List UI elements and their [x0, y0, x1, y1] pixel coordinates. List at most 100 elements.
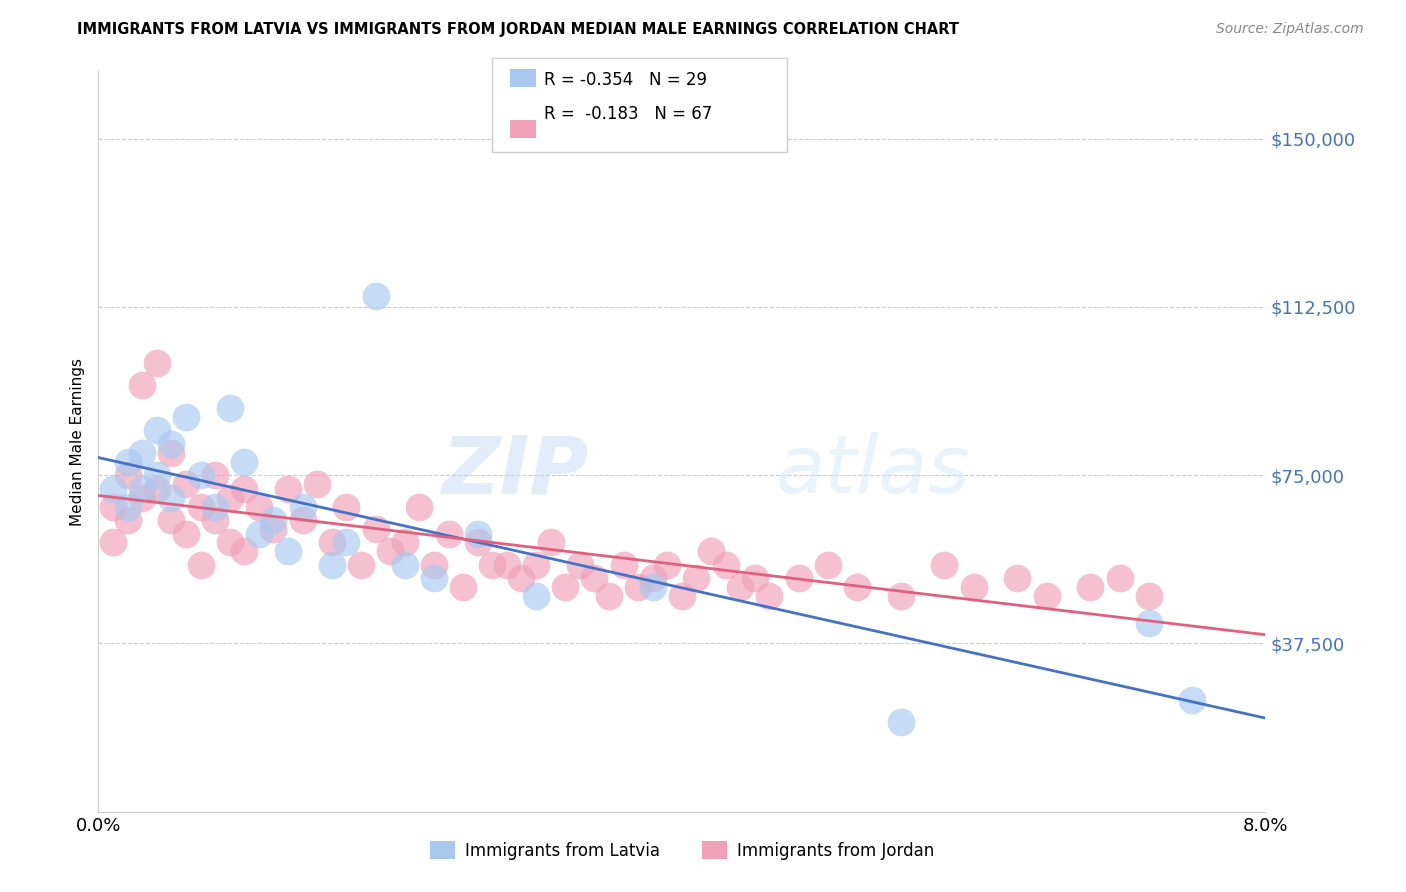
Point	[335, 535, 357, 549]
Point	[1181, 692, 1204, 706]
Point	[131, 482, 153, 496]
Point	[160, 437, 183, 451]
Point	[467, 535, 489, 549]
Point	[291, 500, 314, 514]
Point	[233, 544, 256, 558]
Text: atlas: atlas	[775, 432, 970, 510]
Point	[657, 558, 679, 572]
Point	[685, 571, 707, 585]
Point	[233, 455, 256, 469]
Point	[117, 513, 139, 527]
Point	[496, 558, 519, 572]
Point	[554, 580, 576, 594]
Point	[160, 446, 183, 460]
Point	[364, 289, 387, 303]
Point	[671, 590, 693, 604]
Point	[583, 571, 606, 585]
Point	[335, 500, 357, 514]
Point	[394, 535, 416, 549]
Point	[437, 526, 460, 541]
Point	[262, 522, 284, 536]
Point	[174, 526, 197, 541]
Point	[481, 558, 503, 572]
Point	[641, 580, 664, 594]
Point	[321, 558, 343, 572]
Point	[540, 535, 562, 549]
Point	[641, 571, 664, 585]
Point	[218, 491, 240, 505]
Point	[1080, 580, 1102, 594]
Point	[451, 580, 474, 594]
Point	[524, 558, 547, 572]
Y-axis label: Median Male Earnings: Median Male Earnings	[69, 358, 84, 525]
Text: R =  -0.183   N = 67: R = -0.183 N = 67	[544, 105, 713, 123]
Point	[744, 571, 766, 585]
Text: Source: ZipAtlas.com: Source: ZipAtlas.com	[1216, 22, 1364, 37]
Point	[845, 580, 868, 594]
Point	[131, 491, 153, 505]
Point	[218, 401, 240, 415]
Point	[160, 491, 183, 505]
Point	[174, 477, 197, 491]
Text: ZIP: ZIP	[441, 432, 589, 510]
Point	[1035, 590, 1057, 604]
Point	[218, 535, 240, 549]
Point	[817, 558, 839, 572]
Point	[204, 500, 226, 514]
Point	[190, 468, 212, 483]
Point	[700, 544, 723, 558]
Point	[233, 482, 256, 496]
Point	[934, 558, 956, 572]
Point	[758, 590, 780, 604]
Point	[117, 455, 139, 469]
Point	[101, 535, 124, 549]
Point	[350, 558, 373, 572]
Point	[131, 446, 153, 460]
Point	[962, 580, 984, 594]
Point	[890, 590, 912, 604]
Point	[467, 526, 489, 541]
Point	[307, 477, 329, 491]
Point	[612, 558, 634, 572]
Point	[101, 500, 124, 514]
Point	[408, 500, 430, 514]
Point	[247, 500, 270, 514]
Point	[190, 558, 212, 572]
Point	[190, 500, 212, 514]
Point	[146, 423, 169, 437]
Point	[146, 482, 169, 496]
Point	[277, 544, 299, 558]
Point	[204, 468, 226, 483]
Point	[423, 558, 446, 572]
Point	[1137, 616, 1160, 631]
Point	[321, 535, 343, 549]
Point	[277, 482, 299, 496]
Point	[101, 482, 124, 496]
Point	[262, 513, 284, 527]
Point	[714, 558, 737, 572]
Point	[1108, 571, 1130, 585]
Point	[291, 513, 314, 527]
Point	[568, 558, 591, 572]
Point	[787, 571, 810, 585]
Text: IMMIGRANTS FROM LATVIA VS IMMIGRANTS FROM JORDAN MEDIAN MALE EARNINGS CORRELATIO: IMMIGRANTS FROM LATVIA VS IMMIGRANTS FRO…	[77, 22, 959, 37]
Point	[1137, 590, 1160, 604]
Point	[394, 558, 416, 572]
Point	[160, 513, 183, 527]
Point	[1007, 571, 1029, 585]
Point	[247, 526, 270, 541]
Point	[364, 522, 387, 536]
Point	[598, 590, 620, 604]
Point	[890, 714, 912, 729]
Point	[730, 580, 752, 594]
Point	[146, 468, 169, 483]
Point	[627, 580, 650, 594]
Point	[117, 500, 139, 514]
Legend: Immigrants from Latvia, Immigrants from Jordan: Immigrants from Latvia, Immigrants from …	[423, 835, 941, 866]
Point	[131, 378, 153, 392]
Point	[117, 468, 139, 483]
Point	[510, 571, 533, 585]
Point	[524, 590, 547, 604]
Point	[423, 571, 446, 585]
Text: R = -0.354   N = 29: R = -0.354 N = 29	[544, 71, 707, 89]
